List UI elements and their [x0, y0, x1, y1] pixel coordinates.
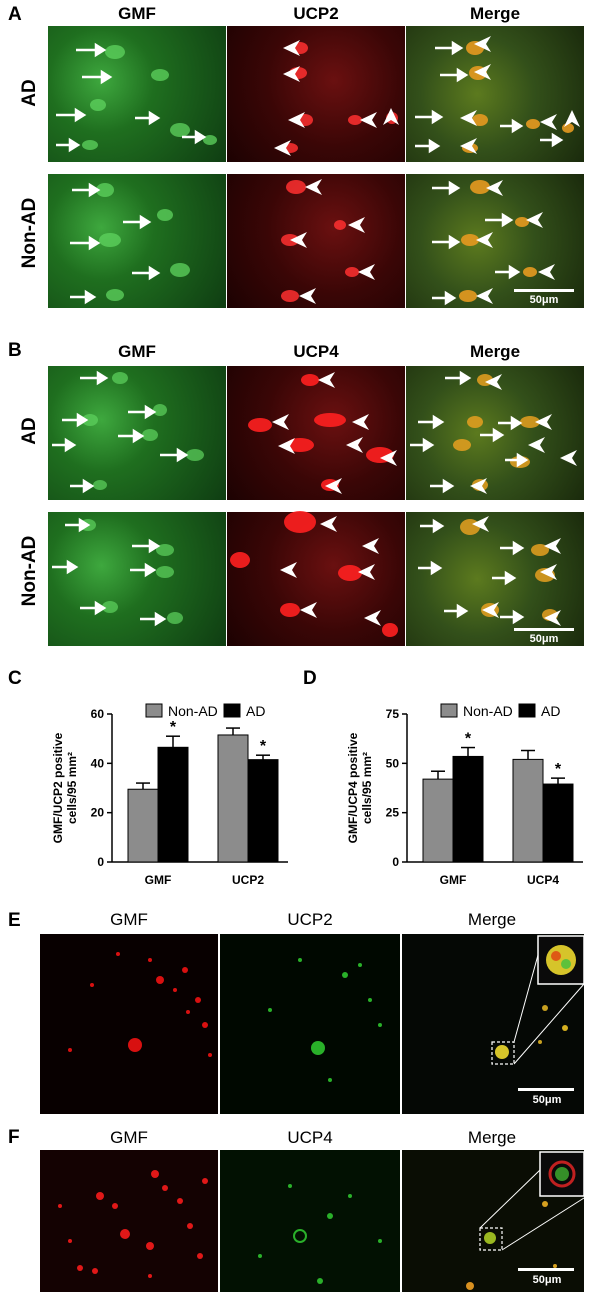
col-header-gmf: GMF — [110, 1128, 148, 1147]
bar — [452, 755, 484, 863]
bar — [127, 788, 159, 863]
scale-label: 50μm — [532, 1094, 562, 1106]
col-header-gmf: GMF — [118, 4, 156, 23]
bar — [422, 778, 454, 863]
significance-mark: * — [555, 761, 562, 778]
col-header-merge: Merge — [469, 342, 521, 361]
arrowhead-icons — [274, 36, 580, 304]
bar — [512, 758, 544, 863]
merge-puncta — [495, 1005, 568, 1059]
y-tick-label: 20 — [91, 806, 105, 820]
ucp4-cells — [230, 374, 398, 637]
legend-swatch — [145, 703, 163, 718]
legend-swatch — [518, 703, 536, 718]
scale-bar — [518, 1088, 574, 1091]
micrograph-a-nonad-ucp2 — [227, 174, 405, 308]
zoom-lines — [479, 1169, 585, 1251]
micrograph-a-ad-ucp2 — [227, 26, 405, 162]
y-tick-label: 0 — [392, 855, 399, 869]
y-tick-label: 50 — [386, 756, 400, 770]
micrograph-a-nonad-gmf — [48, 174, 226, 308]
arrow-icons — [52, 370, 529, 627]
panel-b-overlay — [52, 370, 577, 637]
x-tick-label: UCP4 — [527, 873, 559, 887]
panel-label-f: F — [8, 1127, 20, 1148]
y-axis-label: cells/95 mm² — [65, 752, 79, 824]
scale-bar — [518, 1268, 574, 1271]
legend-swatch — [440, 703, 458, 718]
significance-mark: * — [170, 719, 177, 736]
y-tick-label: 60 — [91, 707, 105, 721]
gmf-puncta — [68, 952, 212, 1057]
gmf-cells — [80, 372, 204, 624]
bar — [217, 734, 249, 863]
micrograph-e-gmf — [40, 934, 218, 1114]
merge-puncta — [466, 1201, 557, 1290]
panel-f-overlay — [58, 1151, 585, 1290]
scale-label: 50μm — [529, 633, 559, 645]
merge-cells — [459, 41, 574, 302]
scale-label: 50μm — [529, 294, 559, 306]
significance-mark: * — [465, 731, 472, 748]
inset-cell — [546, 945, 576, 975]
y-tick-label: 40 — [91, 756, 105, 770]
panel-label-b: B — [8, 340, 22, 361]
x-tick-label: GMF — [440, 873, 467, 887]
scale-label: 50μm — [532, 1274, 562, 1286]
legend-label: Non-AD — [168, 703, 218, 719]
col-header-ucp2: UCP2 — [287, 910, 333, 929]
micrograph-f-gmf — [40, 1150, 218, 1292]
x-tick-label: UCP2 — [232, 873, 264, 887]
zoom-region-box — [479, 1227, 503, 1251]
gmf-puncta — [58, 1170, 208, 1278]
arrowhead-icons — [272, 372, 577, 626]
col-header-ucp2: UCP2 — [293, 4, 339, 23]
y-axis-label: GMF/UCP2 positive — [51, 732, 65, 843]
y-axis-label: GMF/UCP4 positive — [346, 732, 360, 843]
ucp2-puncta — [268, 958, 382, 1082]
micrograph-e-ucp2 — [220, 934, 400, 1114]
panel-label-d: D — [303, 668, 317, 689]
legend-label: AD — [541, 703, 560, 719]
arrow-icons — [56, 40, 564, 306]
col-header-gmf: GMF — [118, 342, 156, 361]
col-header-merge: Merge — [469, 4, 521, 23]
legend-label: AD — [246, 703, 265, 719]
micrograph-b-ad-ucp4 — [227, 366, 405, 500]
col-header-merge: Merge — [467, 1128, 517, 1147]
zoom-region-box — [491, 1041, 515, 1065]
col-header-merge: Merge — [467, 910, 517, 929]
micrograph-b-nonad-ucp4 — [227, 512, 405, 646]
micrograph-b-nonad-gmf — [48, 512, 226, 646]
panel-label-e: E — [8, 910, 21, 931]
legend-label: Non-AD — [463, 703, 513, 719]
scale-bar — [514, 628, 574, 631]
col-header-gmf: GMF — [110, 910, 148, 929]
x-tick-label: GMF — [145, 873, 172, 887]
inset-cell — [548, 1160, 576, 1188]
zoom-lines — [513, 954, 585, 1065]
y-tick-label: 25 — [386, 806, 400, 820]
y-axis-label: cells/95 mm² — [360, 752, 374, 824]
scale-bar — [514, 289, 574, 292]
panel-e-overlay — [68, 935, 585, 1082]
panel-a-overlay — [56, 36, 580, 306]
significance-mark: * — [260, 738, 267, 755]
y-tick-label: 0 — [97, 855, 104, 869]
ucp4-puncta — [258, 1184, 382, 1284]
legend-swatch — [223, 703, 241, 718]
y-tick-label: 75 — [386, 707, 400, 721]
panel-label-c: C — [8, 668, 22, 689]
bar — [247, 759, 279, 863]
bar — [157, 746, 189, 863]
col-header-ucp4: UCP4 — [287, 1128, 333, 1147]
chart-c: 0 20 40 60 GMF/UCP2 positive cells/95 mm² * GMF… — [51, 703, 288, 887]
chart-d: 0 25 50 75 GMF/UCP4 positive cells/95 mm² * GMF… — [346, 703, 583, 887]
col-header-ucp4: UCP4 — [293, 342, 339, 361]
bar — [542, 783, 574, 863]
gmf-cells — [82, 45, 217, 301]
panel-label-a: A — [8, 4, 22, 25]
micrograph-a-nonad-merge: 50μm — [406, 174, 584, 308]
micrograph-f-ucp4 — [220, 1150, 400, 1292]
